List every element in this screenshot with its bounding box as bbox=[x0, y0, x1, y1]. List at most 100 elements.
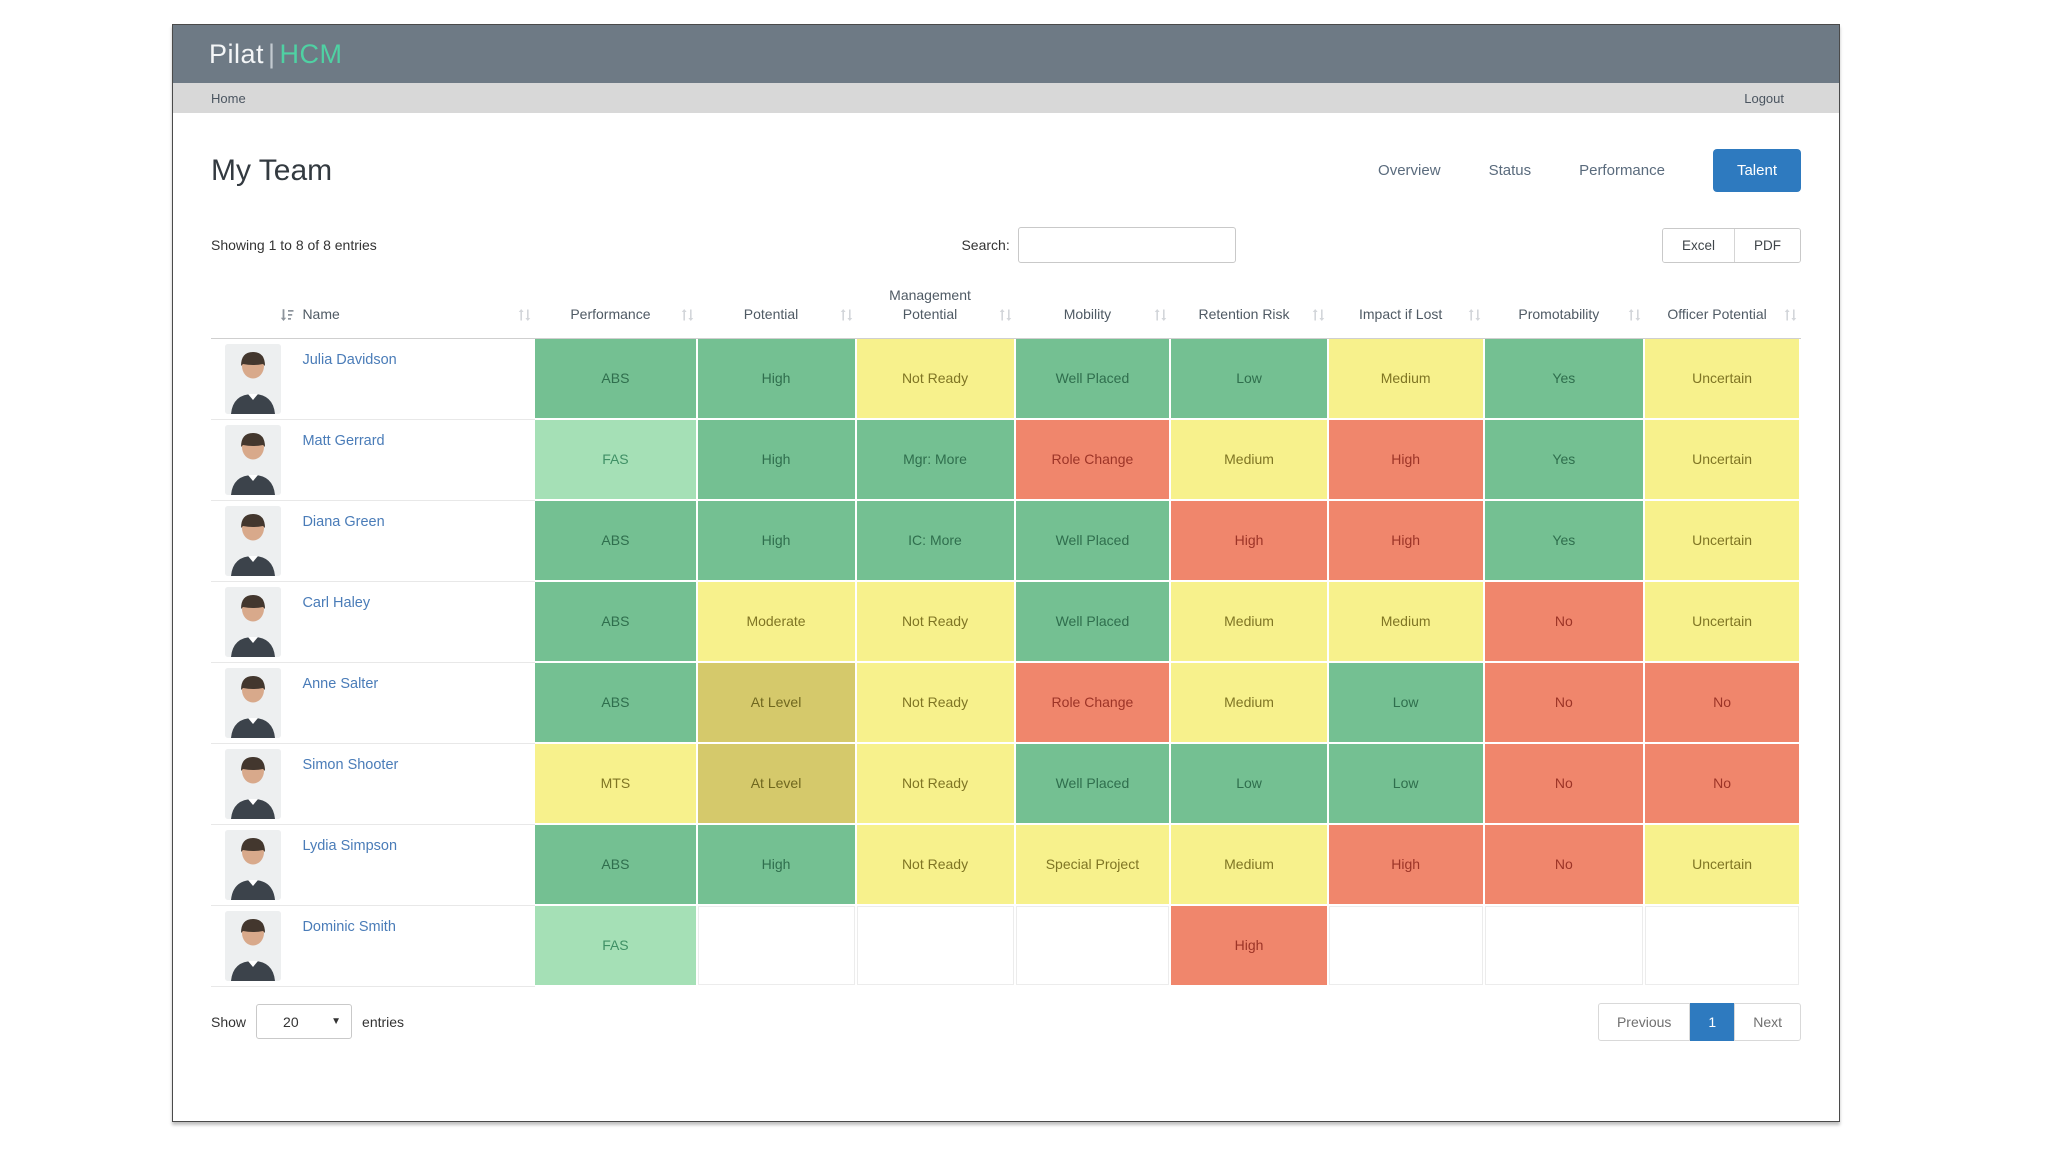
cell-retention-risk: High bbox=[1171, 905, 1329, 987]
tab-status[interactable]: Status bbox=[1488, 162, 1532, 179]
cell-retention-risk: Medium bbox=[1171, 419, 1329, 501]
employee-name-link[interactable]: Anne Salter bbox=[302, 675, 379, 692]
entries-label: entries bbox=[362, 1013, 405, 1030]
cell-potential: At Level bbox=[697, 743, 857, 825]
cell-performance: ABS bbox=[535, 662, 698, 744]
column-header-performance[interactable]: Performance bbox=[535, 280, 698, 339]
employee-name-link[interactable]: Carl Haley bbox=[302, 594, 371, 611]
cell-management-potential: Not Ready bbox=[856, 743, 1016, 825]
current-page-button[interactable]: 1 bbox=[1690, 1002, 1735, 1041]
cell-officer-potential: No bbox=[1645, 743, 1801, 825]
name-cell: Carl Haley bbox=[298, 582, 536, 663]
cell-mobility: Role Change bbox=[1015, 419, 1172, 501]
app-window: Pilat | HCM Home Logout My Team Overview S… bbox=[172, 24, 1840, 1122]
cell-promotability: Yes bbox=[1484, 500, 1646, 582]
cell-mobility: Special Project bbox=[1015, 824, 1172, 906]
chevron-down-icon: ▼ bbox=[331, 1016, 342, 1028]
employee-name-link[interactable]: Lydia Simpson bbox=[302, 837, 398, 854]
page-size-select[interactable]: 20 ▼ bbox=[256, 1004, 353, 1040]
cell-performance: ABS bbox=[535, 500, 698, 582]
column-header-label: Retention Risk bbox=[1198, 305, 1290, 322]
column-header-name[interactable]: Name bbox=[298, 280, 536, 339]
search-label: Search: bbox=[961, 237, 1010, 253]
employee-photo bbox=[225, 586, 281, 657]
cell-performance: FAS bbox=[535, 419, 698, 501]
breadcrumb-home-link[interactable]: Home bbox=[211, 90, 246, 106]
employee-photo bbox=[225, 505, 281, 576]
column-header-impact_if_lost[interactable]: Impact if Lost bbox=[1328, 280, 1485, 339]
previous-page-button[interactable]: Previous bbox=[1597, 1002, 1691, 1041]
sort-icon bbox=[1784, 308, 1797, 324]
name-cell: Diana Green bbox=[298, 501, 536, 582]
column-header-label: Impact if Lost bbox=[1359, 305, 1443, 322]
cell-potential bbox=[697, 905, 857, 987]
cell-promotability: Yes bbox=[1484, 338, 1646, 420]
app-header-bar: Pilat | HCM bbox=[173, 25, 1839, 83]
cell-officer-potential: Uncertain bbox=[1645, 824, 1801, 906]
cell-officer-potential: Uncertain bbox=[1645, 581, 1801, 663]
cell-promotability: No bbox=[1484, 824, 1646, 906]
name-cell: Julia Davidson bbox=[298, 339, 536, 420]
column-header-potential[interactable]: Potential bbox=[697, 280, 857, 339]
tab-talent[interactable]: Talent bbox=[1712, 149, 1801, 192]
export-button-group: Excel PDF bbox=[1661, 227, 1801, 263]
table-row: Carl Haley ABS Moderate Not Ready Well Place… bbox=[211, 581, 1801, 663]
employee-name-link[interactable]: Simon Shooter bbox=[302, 756, 399, 773]
employee-photo bbox=[225, 424, 281, 495]
entries-summary: Showing 1 to 8 of 8 entries bbox=[211, 237, 377, 253]
table-row: Anne Salter ABS At Level Not Ready Role Chan… bbox=[211, 662, 1801, 744]
column-header-officer_potential[interactable]: Officer Potential bbox=[1645, 280, 1801, 339]
show-label: Show bbox=[211, 1013, 247, 1030]
cell-mobility: Well Placed bbox=[1015, 743, 1172, 825]
cell-management-potential: Mgr: More bbox=[856, 419, 1016, 501]
employee-photo bbox=[225, 910, 281, 981]
page-size-value: 20 bbox=[283, 1013, 299, 1030]
employee-name-link[interactable]: Matt Gerrard bbox=[302, 432, 385, 449]
cell-retention-risk: Medium bbox=[1171, 581, 1329, 663]
cell-management-potential: Not Ready bbox=[856, 824, 1016, 906]
column-header-retention_risk[interactable]: Retention Risk bbox=[1171, 280, 1329, 339]
employee-photo bbox=[225, 748, 281, 819]
table-row: Simon Shooter MTS At Level Not Ready Well Pl… bbox=[211, 743, 1801, 825]
tab-performance[interactable]: Performance bbox=[1579, 162, 1665, 179]
view-tabs: Overview Status Performance Talent bbox=[1378, 149, 1801, 192]
cell-mobility: Role Change bbox=[1015, 662, 1172, 744]
cell-officer-potential: Uncertain bbox=[1645, 338, 1801, 420]
column-header-promotability[interactable]: Promotability bbox=[1484, 280, 1646, 339]
search-input[interactable] bbox=[1017, 227, 1236, 263]
employee-photo bbox=[225, 343, 281, 414]
export-excel-button[interactable]: Excel bbox=[1662, 228, 1734, 262]
employee-name-link[interactable]: Julia Davidson bbox=[302, 351, 397, 368]
sort-icon bbox=[999, 308, 1012, 324]
column-header-photo[interactable] bbox=[211, 280, 299, 339]
cell-promotability: No bbox=[1484, 743, 1646, 825]
cell-promotability: No bbox=[1484, 581, 1646, 663]
logout-link[interactable]: Logout bbox=[1744, 90, 1784, 106]
next-page-button[interactable]: Next bbox=[1734, 1002, 1801, 1041]
cell-management-potential bbox=[856, 905, 1016, 987]
cell-mobility: Well Placed bbox=[1015, 338, 1172, 420]
cell-impact-if-lost: Medium bbox=[1328, 581, 1485, 663]
cell-impact-if-lost: High bbox=[1328, 500, 1485, 582]
export-pdf-button[interactable]: PDF bbox=[1734, 228, 1800, 262]
photo-cell bbox=[211, 663, 299, 744]
name-cell: Matt Gerrard bbox=[298, 420, 536, 501]
column-header-label: Name bbox=[302, 305, 340, 322]
photo-cell bbox=[211, 339, 299, 420]
sort-icon bbox=[1628, 308, 1641, 324]
page-title: My Team bbox=[211, 153, 333, 187]
cell-promotability bbox=[1484, 905, 1646, 987]
employee-name-link[interactable]: Dominic Smith bbox=[302, 918, 396, 935]
sort-icon bbox=[681, 308, 694, 324]
cell-performance: FAS bbox=[535, 905, 698, 987]
table-row: Matt Gerrard FAS High Mgr: More Role Change M… bbox=[211, 419, 1801, 501]
brand-primary: Pilat bbox=[209, 38, 265, 69]
cell-potential: High bbox=[697, 824, 857, 906]
cell-retention-risk: Low bbox=[1171, 743, 1329, 825]
tab-overview[interactable]: Overview bbox=[1378, 162, 1441, 179]
cell-performance: ABS bbox=[535, 824, 698, 906]
column-header-mobility[interactable]: Mobility bbox=[1015, 280, 1172, 339]
employee-name-link[interactable]: Diana Green bbox=[302, 513, 385, 530]
cell-management-potential: Not Ready bbox=[856, 338, 1016, 420]
column-header-management_potential[interactable]: Management Potential bbox=[856, 280, 1016, 339]
